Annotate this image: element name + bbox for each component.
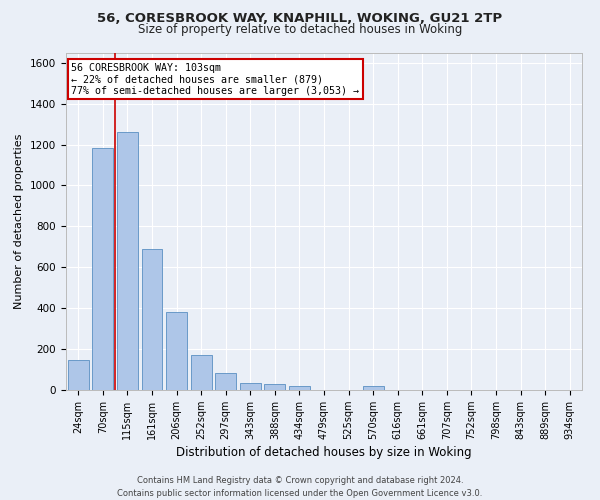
- Text: Size of property relative to detached houses in Woking: Size of property relative to detached ho…: [138, 22, 462, 36]
- Text: 56, CORESBROOK WAY, KNAPHILL, WOKING, GU21 2TP: 56, CORESBROOK WAY, KNAPHILL, WOKING, GU…: [97, 12, 503, 26]
- Bar: [289, 386, 310, 390]
- Bar: [92, 148, 113, 390]
- Text: Contains HM Land Registry data © Crown copyright and database right 2024.
Contai: Contains HM Land Registry data © Crown c…: [118, 476, 482, 498]
- Bar: [117, 132, 138, 390]
- Bar: [240, 383, 261, 390]
- Bar: [191, 355, 212, 390]
- Bar: [265, 384, 286, 390]
- Bar: [215, 372, 236, 390]
- X-axis label: Distribution of detached houses by size in Woking: Distribution of detached houses by size …: [176, 446, 472, 459]
- Bar: [166, 312, 187, 390]
- Bar: [142, 249, 163, 390]
- Bar: [362, 386, 383, 390]
- Y-axis label: Number of detached properties: Number of detached properties: [14, 134, 25, 309]
- Bar: [68, 360, 89, 390]
- Text: 56 CORESBROOK WAY: 103sqm
← 22% of detached houses are smaller (879)
77% of semi: 56 CORESBROOK WAY: 103sqm ← 22% of detac…: [71, 62, 359, 96]
